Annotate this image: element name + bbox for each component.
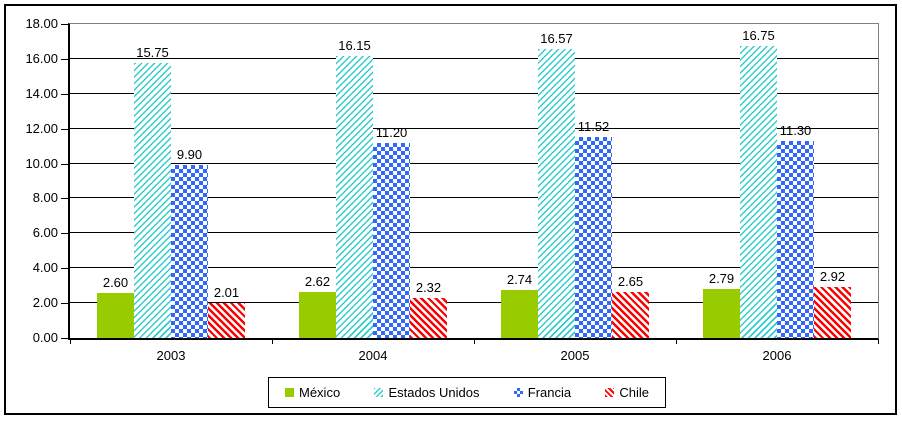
legend-label: Francia	[527, 385, 572, 400]
y-axis-tick-mark	[61, 233, 69, 234]
y-axis-tick-mark	[61, 268, 69, 269]
bar-francia-2004	[373, 142, 410, 338]
gridline	[70, 302, 878, 304]
bar-value-label: 11.52	[577, 119, 610, 135]
bar-chile-2003	[208, 302, 245, 338]
legend-item-chile: Chile	[605, 385, 649, 400]
gridline	[70, 57, 878, 59]
bar-francia-2006	[777, 140, 814, 338]
bar-value-label: 11.20	[375, 124, 408, 140]
y-axis-tick-label: 12.00	[25, 120, 58, 136]
y-axis-tick-label: 4.00	[32, 260, 58, 276]
gridline	[70, 267, 878, 269]
x-axis-category-label: 2003	[156, 348, 186, 363]
bar-estados-unidos-2004	[336, 56, 373, 338]
bar-value-label: 16.57	[540, 30, 573, 46]
bar-value-label: 2.74	[506, 272, 533, 288]
legend: México Estados Unidos Francia Chile	[268, 377, 666, 408]
x-axis-tick-mark	[676, 340, 677, 344]
bar-estados-unidos-2003	[134, 63, 171, 338]
y-axis-tick-label: 18.00	[25, 16, 58, 31]
bar-value-label: 2.60	[102, 274, 129, 290]
y-axis-tick-label: 0.00	[32, 330, 58, 345]
x-axis-tick-mark	[272, 340, 273, 344]
bar-value-label: 2.32	[415, 279, 442, 295]
x-axis-tick-mark	[70, 340, 71, 344]
legend-swatch-francia	[513, 388, 523, 397]
y-axis-tick-mark	[61, 94, 69, 95]
bar-francia-2003	[171, 165, 208, 338]
bar-estados-unidos-2006	[740, 45, 777, 338]
gridline	[70, 127, 878, 129]
legend-item-estados-unidos: Estados Unidos	[374, 385, 480, 400]
y-axis-tick-label: 10.00	[25, 155, 58, 171]
y-axis-tick-mark	[61, 198, 69, 199]
bar-francia-2005	[575, 137, 612, 338]
y-axis-tick-label: 14.00	[25, 85, 58, 101]
legend-label: México	[299, 385, 341, 400]
bar-value-label: 11.30	[779, 122, 812, 138]
plot-area: 2.60 2.62 2.74 2.79 15.75 16.15 16.57 16.75 9.90…	[68, 23, 879, 340]
y-axis-tick-label: 8.00	[32, 190, 58, 206]
bar-mexico-2006	[703, 289, 740, 338]
bar-value-label: 16.75	[742, 27, 775, 43]
x-axis-tick-mark	[878, 340, 879, 344]
gridline	[70, 197, 878, 199]
bar-value-label: 16.15	[338, 38, 371, 54]
bar-value-label: 2.79	[708, 271, 735, 287]
y-axis-tick-label: 16.00	[25, 50, 58, 66]
y-axis-tick-mark	[61, 129, 69, 130]
y-axis-tick-mark	[61, 164, 69, 165]
legend-swatch-mexico	[285, 388, 294, 397]
bar-value-label: 2.62	[304, 274, 331, 290]
bar-chile-2006	[814, 287, 851, 338]
gridline	[70, 162, 878, 164]
bar-chile-2004	[410, 297, 447, 338]
y-axis-tick-mark	[61, 59, 69, 60]
legend-swatch-chile	[605, 388, 615, 397]
bar-value-label: 9.90	[176, 147, 203, 163]
bar-mexico-2003	[97, 292, 134, 338]
bar-mexico-2004	[299, 292, 336, 338]
y-axis-tick-mark	[61, 24, 69, 25]
legend-item-mexico: México	[285, 385, 340, 400]
x-axis-tick-mark	[474, 340, 475, 344]
y-axis-tick-label: 6.00	[32, 225, 58, 241]
bar-mexico-2005	[501, 290, 538, 338]
x-axis-category-label: 2004	[358, 348, 388, 363]
bar-chile-2005	[612, 291, 649, 338]
y-axis-tick-label: 2.00	[32, 295, 58, 311]
bar-value-label: 15.75	[136, 45, 169, 61]
y-axis-tick-mark	[61, 303, 69, 304]
bar-estados-unidos-2005	[538, 48, 575, 338]
legend-swatch-estados-unidos	[374, 388, 384, 397]
gridline	[70, 232, 878, 234]
bar-value-label: 2.65	[617, 273, 644, 289]
legend-label: Chile	[619, 385, 649, 400]
bar-value-label: 2.01	[213, 284, 240, 300]
x-axis-category-label: 2006	[762, 348, 792, 363]
legend-item-francia: Francia	[513, 385, 572, 400]
gridline	[70, 92, 878, 94]
legend-label: Estados Unidos	[388, 385, 480, 400]
y-axis-tick-mark	[61, 338, 69, 339]
bar-value-label: 2.92	[819, 269, 846, 285]
x-axis-category-label: 2005	[560, 348, 590, 363]
